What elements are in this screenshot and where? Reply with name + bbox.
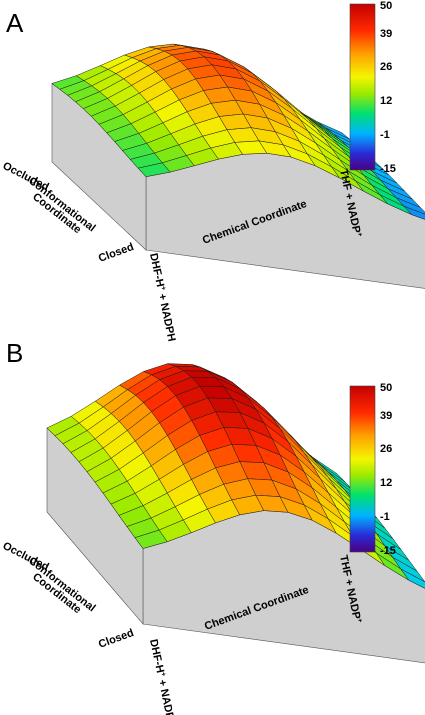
surface-group <box>46 363 425 664</box>
colorbar-tick-label: -15 <box>380 545 396 557</box>
closed-label: Closed <box>97 627 136 651</box>
colorbar-tick-label: 39 <box>380 410 392 422</box>
colorbar-tick-label: 26 <box>380 61 392 73</box>
surface-group <box>51 43 425 289</box>
surface-mesh-cell <box>400 568 425 589</box>
colorbar-tick-label: 50 <box>380 382 392 394</box>
surface-mesh-cell <box>392 557 425 583</box>
colorbar-tick-label: -1 <box>380 129 390 141</box>
colorbar-tick-label: 12 <box>380 95 392 107</box>
panel-b: B 50 39 26 12 -1 -15 Occluded Conformati… <box>1 338 425 715</box>
surface-mesh-cell <box>403 206 425 220</box>
colorbar-tick-label: 39 <box>380 28 392 40</box>
colorbar-tick-label: 50 <box>380 0 392 12</box>
panel-letter: B <box>6 338 23 368</box>
panel-letter: A <box>6 8 24 38</box>
colorbar-gradient <box>349 3 376 171</box>
closed-label: Closed <box>97 241 136 265</box>
colorbar-tick-label: 26 <box>380 443 392 455</box>
colorbar: 50 39 26 12 -1 -15 <box>349 382 396 557</box>
start-state-label: DHF-H+ + NADPH <box>147 638 177 715</box>
colorbar: 50 39 26 12 -1 -15 <box>349 0 396 175</box>
start-state-label: DHF-H+ + NADPH <box>147 252 177 343</box>
colorbar-tick-label: -15 <box>380 163 396 175</box>
colorbar-tick-label: -1 <box>380 511 390 523</box>
surface-mesh-cell <box>396 197 425 215</box>
panel-a: A 50 39 26 12 -1 -15 Occluded Conformati… <box>1 0 425 343</box>
colorbar-gradient <box>349 385 376 553</box>
colorbar-tick-label: 12 <box>380 477 392 489</box>
